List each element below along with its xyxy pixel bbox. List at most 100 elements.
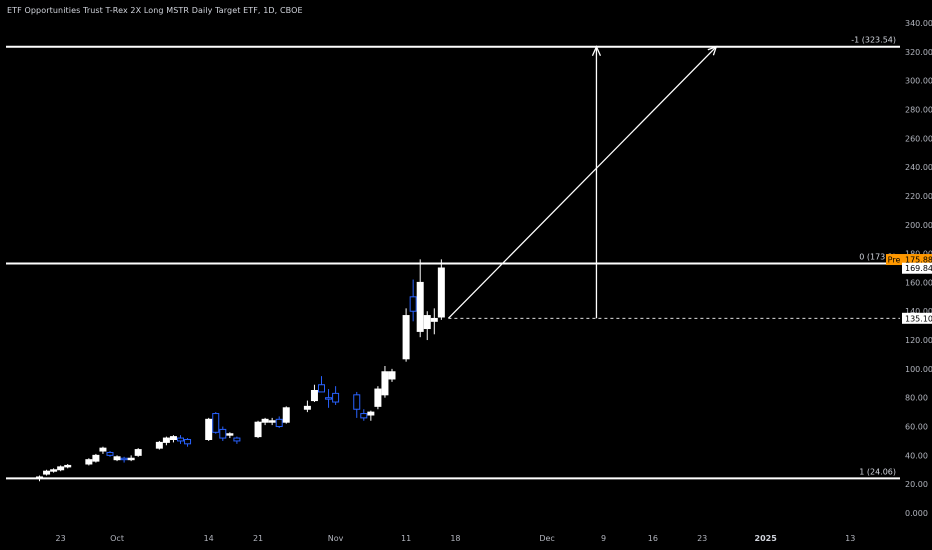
x-tick-label: 23 bbox=[56, 534, 66, 543]
candle-body bbox=[325, 397, 333, 400]
candle-body bbox=[275, 418, 283, 428]
price-tag-label-bg bbox=[886, 254, 902, 266]
candle bbox=[92, 453, 100, 463]
y-tick-label: 120.00 bbox=[905, 336, 932, 345]
y-tick-label: 60.00 bbox=[905, 423, 928, 432]
candle bbox=[423, 311, 431, 341]
candle-body bbox=[212, 413, 220, 433]
candle bbox=[50, 468, 58, 473]
candle bbox=[416, 259, 424, 338]
candle-body bbox=[416, 281, 424, 332]
y-tick-label: 280.00 bbox=[905, 105, 932, 114]
candle bbox=[388, 368, 396, 382]
fib-levels[interactable]: -1 (323.54) 0 (173.1) 1 (24.06) bbox=[6, 36, 900, 480]
candle bbox=[219, 426, 227, 441]
candle-body bbox=[155, 441, 163, 449]
x-tick-label: 21 bbox=[253, 534, 263, 543]
candle bbox=[437, 259, 445, 320]
candle bbox=[374, 386, 382, 410]
x-axis[interactable]: 23 Oct 14 21 Nov 11 18 Dec 9 16 23 2025 13 bbox=[56, 534, 856, 543]
y-tick-label: 0.000 bbox=[905, 509, 928, 518]
candle bbox=[85, 458, 93, 466]
candle-body bbox=[99, 447, 107, 452]
candle-body bbox=[303, 405, 311, 410]
x-tick-label: 16 bbox=[648, 534, 658, 543]
candle-body bbox=[50, 469, 58, 472]
chart-title: ETF Opportunities Trust T-Rex 2X Long MS… bbox=[7, 6, 303, 15]
y-tick-label: 160.00 bbox=[905, 278, 932, 287]
candle-body bbox=[226, 433, 234, 436]
y-tick-label: 320.00 bbox=[905, 48, 932, 57]
candle bbox=[318, 376, 325, 393]
candle bbox=[402, 308, 410, 362]
candle-body bbox=[282, 407, 290, 423]
fib-label: -1 (323.54) bbox=[851, 36, 896, 45]
candle bbox=[106, 451, 114, 457]
candle bbox=[205, 417, 213, 441]
candle bbox=[367, 410, 375, 421]
candle-body bbox=[374, 388, 382, 407]
candle bbox=[268, 417, 276, 426]
y-axis[interactable]: 0.000 20.00 40.00 60.00 80.00 100.00 120.00 140… bbox=[905, 19, 932, 518]
candle-body bbox=[205, 418, 213, 440]
candle bbox=[120, 456, 128, 463]
y-tick-label: 40.00 bbox=[905, 451, 928, 460]
candle-body bbox=[402, 315, 410, 360]
candle-body bbox=[268, 420, 276, 423]
candle bbox=[275, 416, 283, 428]
candle-body bbox=[261, 418, 269, 423]
candle bbox=[57, 465, 65, 472]
projection-trendline bbox=[447, 46, 717, 319]
trendline-arrow-head bbox=[707, 45, 718, 56]
price-tag: 135.10 bbox=[902, 312, 932, 324]
y-tick-label: 200.00 bbox=[905, 221, 932, 230]
candle bbox=[325, 389, 333, 408]
candle-body bbox=[169, 436, 177, 440]
candle bbox=[332, 386, 340, 405]
candle-body bbox=[423, 315, 431, 330]
candle bbox=[36, 475, 43, 482]
candle-body bbox=[43, 470, 51, 475]
candle-body bbox=[437, 267, 445, 318]
candle bbox=[134, 448, 142, 457]
x-tick-label: 23 bbox=[697, 534, 707, 543]
y-tick-label: 140.00 bbox=[905, 307, 932, 316]
candle-body bbox=[353, 394, 361, 410]
candle-body bbox=[113, 456, 121, 461]
price-tag-label: Pre bbox=[888, 256, 901, 265]
price-tag-bg bbox=[902, 262, 932, 274]
projection-lines[interactable] bbox=[447, 45, 900, 319]
y-tick-label: 260.00 bbox=[905, 134, 932, 143]
y-tick-label: 300.00 bbox=[905, 77, 932, 86]
candle-body bbox=[85, 459, 93, 465]
y-tick-label: 240.00 bbox=[905, 163, 932, 172]
candle bbox=[162, 436, 170, 446]
candle bbox=[310, 384, 318, 403]
candle-body bbox=[388, 371, 396, 380]
x-tick-label: Oct bbox=[110, 534, 124, 543]
candles bbox=[36, 259, 445, 482]
candle bbox=[155, 440, 163, 450]
candle-body bbox=[36, 476, 43, 479]
candle-body bbox=[134, 449, 142, 456]
candle-body bbox=[184, 439, 192, 445]
y-tick-label: 80.00 bbox=[905, 394, 928, 403]
x-tick-label: 2025 bbox=[755, 534, 778, 543]
x-tick-label: Dec bbox=[539, 534, 554, 543]
candle bbox=[254, 420, 262, 439]
price-tag-value: 175.88 bbox=[905, 256, 932, 265]
candle bbox=[430, 308, 438, 335]
candle bbox=[261, 417, 269, 426]
candle-body bbox=[177, 437, 184, 442]
price-tag: 169.84 bbox=[902, 262, 932, 274]
x-tick-label: 14 bbox=[204, 534, 214, 543]
candle bbox=[360, 409, 368, 421]
candle bbox=[282, 406, 290, 424]
candle-body bbox=[332, 392, 340, 403]
candle bbox=[184, 438, 192, 447]
candle bbox=[303, 400, 311, 413]
candle-body bbox=[92, 454, 100, 462]
candle bbox=[226, 432, 234, 439]
y-tick-label: 340.00 bbox=[905, 19, 932, 28]
